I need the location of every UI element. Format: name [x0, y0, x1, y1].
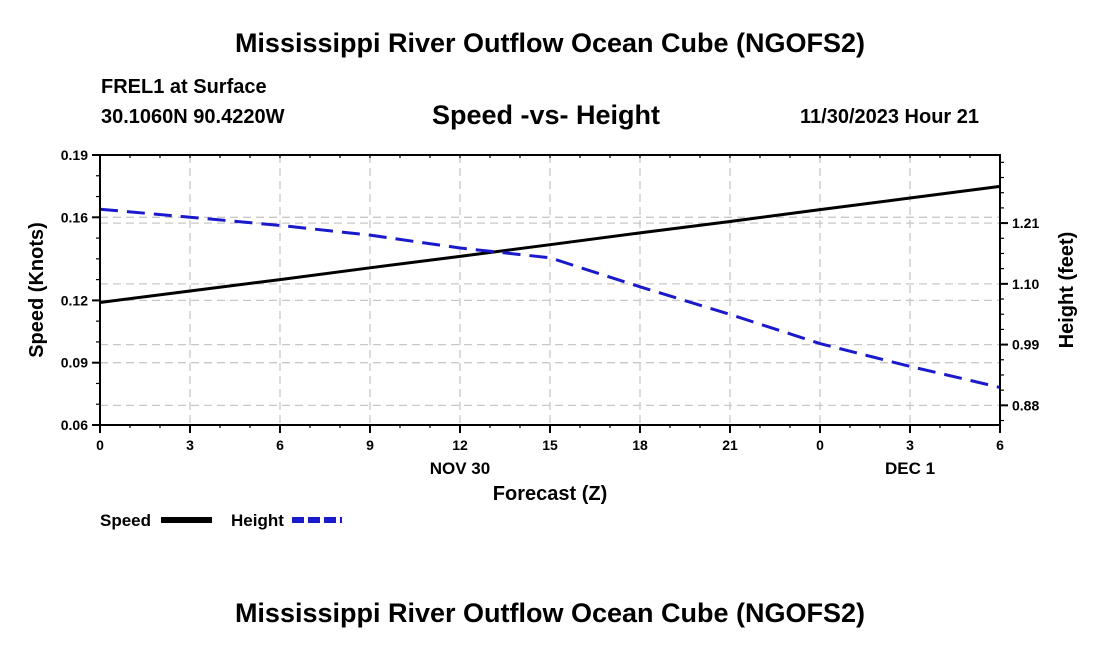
- legend: Speed Height: [100, 511, 342, 530]
- date-marker-label: DEC 1: [885, 459, 935, 478]
- x-tick-label: 21: [722, 437, 738, 453]
- x-tick-label: 18: [632, 437, 648, 453]
- series-line-height: [99, 207, 1001, 389]
- y-tick-label: 0.06: [61, 417, 88, 433]
- x-tick-label: 3: [906, 437, 914, 453]
- legend-label-height: Height: [231, 511, 284, 530]
- main-title: Mississippi River Outflow Ocean Cube (NG…: [234, 28, 866, 58]
- series-lines: [99, 184, 1001, 389]
- x-tick-label: 3: [186, 437, 194, 453]
- x-tick-label: 6: [996, 437, 1004, 453]
- plot-frame: [99, 154, 1001, 426]
- y-tick-label: 0.12: [61, 292, 88, 308]
- x-tick-label: 6: [276, 437, 284, 453]
- y2-tick-label: 1.10: [1012, 276, 1039, 292]
- y-tick-label: 0.09: [61, 355, 88, 371]
- chart-title: Speed -vs- Height: [432, 100, 661, 130]
- y-axis-title: Speed (Knots): [26, 222, 48, 358]
- grid-lines: [100, 155, 1000, 425]
- y2-tick-label: 0.99: [1012, 337, 1039, 353]
- y2-tick-label: 0.88: [1012, 397, 1039, 413]
- tick-labels: 0 3 6 9 12 15 18 21 0 3 6 NOV 30 DEC 1 0.06 0.09 0.12 0.…: [61, 147, 1040, 478]
- date-hour-label: 11/30/2023 Hour 21: [800, 106, 980, 128]
- station-name: FREL1 at Surface: [101, 76, 267, 98]
- x-tick-label: 0: [96, 437, 104, 453]
- bottom-title: Mississippi River Outflow Ocean Cube (NG…: [234, 598, 866, 628]
- x-axis-title: Forecast (Z): [493, 483, 607, 505]
- x-tick-label: 15: [542, 437, 558, 453]
- y2-axis-title: Height (feet): [1056, 232, 1078, 349]
- y2-tick-label: 1.21: [1012, 215, 1039, 231]
- date-marker-label: NOV 30: [430, 459, 490, 478]
- series-line-speed: [99, 184, 1001, 304]
- station-coordinates: 30.1060N 90.4220W: [101, 106, 285, 128]
- x-tick-label: 12: [452, 437, 468, 453]
- x-tick-label: 0: [816, 437, 824, 453]
- legend-label-speed: Speed: [100, 511, 151, 530]
- y-tick-label: 0.16: [61, 209, 88, 225]
- y-tick-label: 0.19: [61, 147, 88, 163]
- x-tick-label: 9: [366, 437, 374, 453]
